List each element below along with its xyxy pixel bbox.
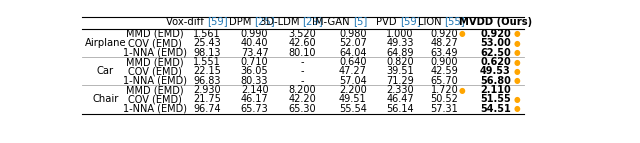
Text: ●: ● [514,104,520,113]
Text: 1.551: 1.551 [193,57,221,67]
Text: 22.15: 22.15 [193,66,221,76]
Text: COV (EMD): COV (EMD) [128,66,182,76]
Text: [59]: [59] [207,17,227,27]
Text: ●: ● [514,67,520,76]
Text: 2.140: 2.140 [241,85,268,95]
Text: 0.920: 0.920 [431,29,458,39]
Text: 52.07: 52.07 [339,38,367,48]
Text: [5]: [5] [353,17,367,27]
Text: Chair: Chair [92,95,118,105]
Text: 55.54: 55.54 [339,104,367,114]
Text: 0.820: 0.820 [386,57,413,67]
Text: 56.14: 56.14 [386,104,413,114]
Text: Car: Car [97,66,114,76]
Text: 98.13: 98.13 [193,48,220,58]
Text: [59]: [59] [400,17,420,27]
Text: 62.50: 62.50 [480,48,511,58]
Text: 8.200: 8.200 [289,85,316,95]
Text: [55]: [55] [445,17,465,27]
Text: ●: ● [514,76,520,85]
Text: 63.49: 63.49 [431,48,458,58]
Text: 73.47: 73.47 [241,48,268,58]
Text: ●: ● [514,48,520,57]
Text: 0.620: 0.620 [480,57,511,67]
Text: 64.89: 64.89 [386,48,413,58]
Text: 80.10: 80.10 [289,48,316,58]
Text: 80.33: 80.33 [241,76,268,86]
Text: 48.27: 48.27 [431,38,458,48]
Text: 46.47: 46.47 [386,95,413,105]
Text: 57.04: 57.04 [339,76,367,86]
Text: 1-NNA (EMD): 1-NNA (EMD) [123,104,187,114]
Text: ●: ● [514,29,520,38]
Text: 65.73: 65.73 [241,104,268,114]
Text: 36.05: 36.05 [241,66,268,76]
Text: 2.330: 2.330 [386,85,413,95]
Text: [25]: [25] [255,17,275,27]
Text: 50.52: 50.52 [431,95,458,105]
Text: 0.990: 0.990 [241,29,268,39]
Text: 0.710: 0.710 [241,57,268,67]
Text: 21.75: 21.75 [193,95,221,105]
Text: 54.51: 54.51 [480,104,511,114]
Text: 0.920: 0.920 [480,29,511,39]
Text: 2.200: 2.200 [339,85,367,95]
Text: 39.51: 39.51 [386,66,413,76]
Text: ●: ● [514,57,520,66]
Text: [29]: [29] [303,17,323,27]
Text: 42.20: 42.20 [289,95,316,105]
Text: 1.561: 1.561 [193,29,221,39]
Text: 42.60: 42.60 [289,38,316,48]
Text: 1.000: 1.000 [386,29,413,39]
Text: 51.55: 51.55 [480,95,511,105]
Text: 3D-LDM: 3D-LDM [260,17,303,27]
Text: -: - [301,76,304,86]
Text: 49.51: 49.51 [339,95,367,105]
Text: MMD (EMD): MMD (EMD) [126,57,184,67]
Text: 46.17: 46.17 [241,95,268,105]
Text: 57.31: 57.31 [431,104,458,114]
Text: 0.900: 0.900 [431,57,458,67]
Text: 64.04: 64.04 [339,48,367,58]
Text: LION: LION [418,17,445,27]
Text: 0.980: 0.980 [339,29,367,39]
Text: 25.43: 25.43 [193,38,221,48]
Text: 3.520: 3.520 [289,29,316,39]
Text: 96.74: 96.74 [193,104,221,114]
Text: 40.40: 40.40 [241,38,268,48]
Text: 65.70: 65.70 [431,76,458,86]
Text: 0.640: 0.640 [339,57,367,67]
Text: 96.83: 96.83 [193,76,220,86]
Text: MVDD (Ours): MVDD (Ours) [459,17,532,27]
Text: 71.29: 71.29 [386,76,414,86]
Text: ●: ● [514,95,520,104]
Text: DPM: DPM [229,17,255,27]
Text: -: - [301,57,304,67]
Text: 49.53: 49.53 [480,66,511,76]
Text: PVD: PVD [376,17,400,27]
Text: ●: ● [458,86,465,95]
Text: Vox-diff: Vox-diff [166,17,207,27]
Text: ●: ● [458,29,465,38]
Text: 1-NNA (EMD): 1-NNA (EMD) [123,76,187,86]
Text: Airplane: Airplane [84,38,126,48]
Text: 65.30: 65.30 [289,104,316,114]
Text: -: - [301,66,304,76]
Text: 47.27: 47.27 [339,66,367,76]
Text: COV (EMD): COV (EMD) [128,95,182,105]
Text: 2.930: 2.930 [193,85,221,95]
Text: IM-GAN: IM-GAN [312,17,353,27]
Text: 56.80: 56.80 [480,76,511,86]
Text: COV (EMD): COV (EMD) [128,38,182,48]
Text: 1-NNA (EMD): 1-NNA (EMD) [123,48,187,58]
Text: 2.110: 2.110 [480,85,511,95]
Text: MMD (EMD): MMD (EMD) [126,29,184,39]
Text: 42.59: 42.59 [431,66,458,76]
Text: 1.720: 1.720 [431,85,458,95]
Text: MMD (EMD): MMD (EMD) [126,85,184,95]
Text: 49.33: 49.33 [386,38,413,48]
Text: ●: ● [514,39,520,48]
Text: 53.00: 53.00 [480,38,511,48]
